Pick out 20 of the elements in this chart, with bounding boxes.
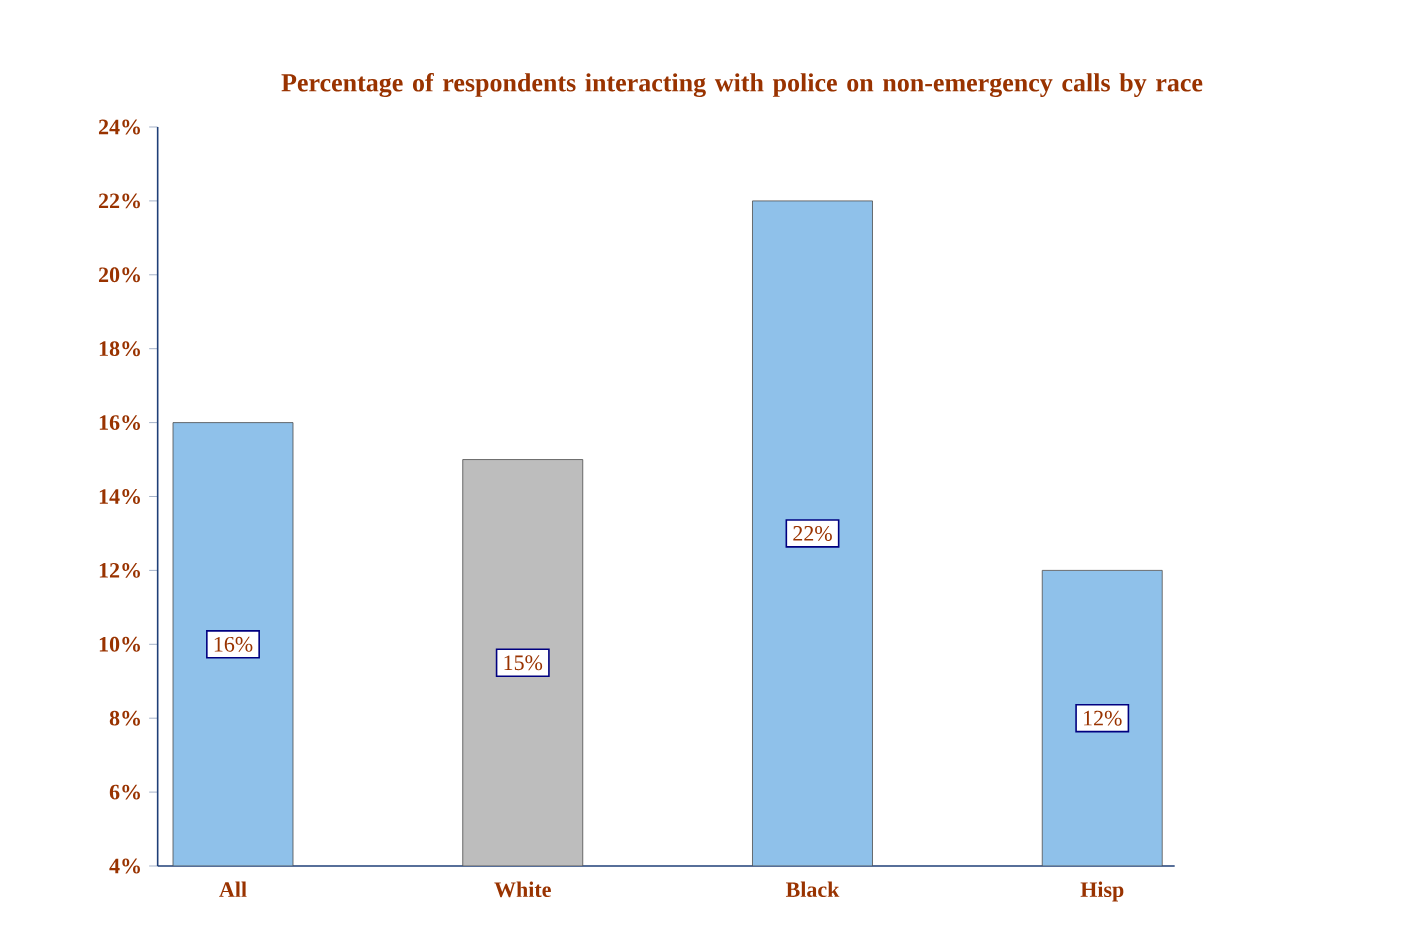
y-tick-label: 4% <box>109 858 140 874</box>
y-tick-label: 12% <box>99 562 140 578</box>
x-tick-label: White <box>494 881 551 898</box>
y-tick-label: 14% <box>99 489 140 504</box>
data-label: 12% <box>1084 710 1122 726</box>
y-tick-label: 16% <box>99 415 140 431</box>
data-label: 15% <box>504 655 543 671</box>
x-tick-label: All <box>219 881 247 897</box>
chart-title: Percentage of respondents interacting with police on non-emergency calls by race <box>281 72 1203 98</box>
x-tick-label: Black <box>785 881 840 898</box>
y-tick-label: 22% <box>98 193 140 209</box>
y-tick-label: 24% <box>98 119 140 135</box>
y-tick-label: 18% <box>99 341 140 357</box>
y-tick-label: 10% <box>99 636 140 652</box>
y-tick-label: 20% <box>98 267 140 283</box>
data-label: 22% <box>793 526 832 541</box>
x-tick-label: Hisp <box>1080 881 1124 902</box>
y-tick-label: 8% <box>109 710 140 726</box>
data-label: 16% <box>214 636 253 652</box>
y-tick-label: 6% <box>109 784 140 800</box>
